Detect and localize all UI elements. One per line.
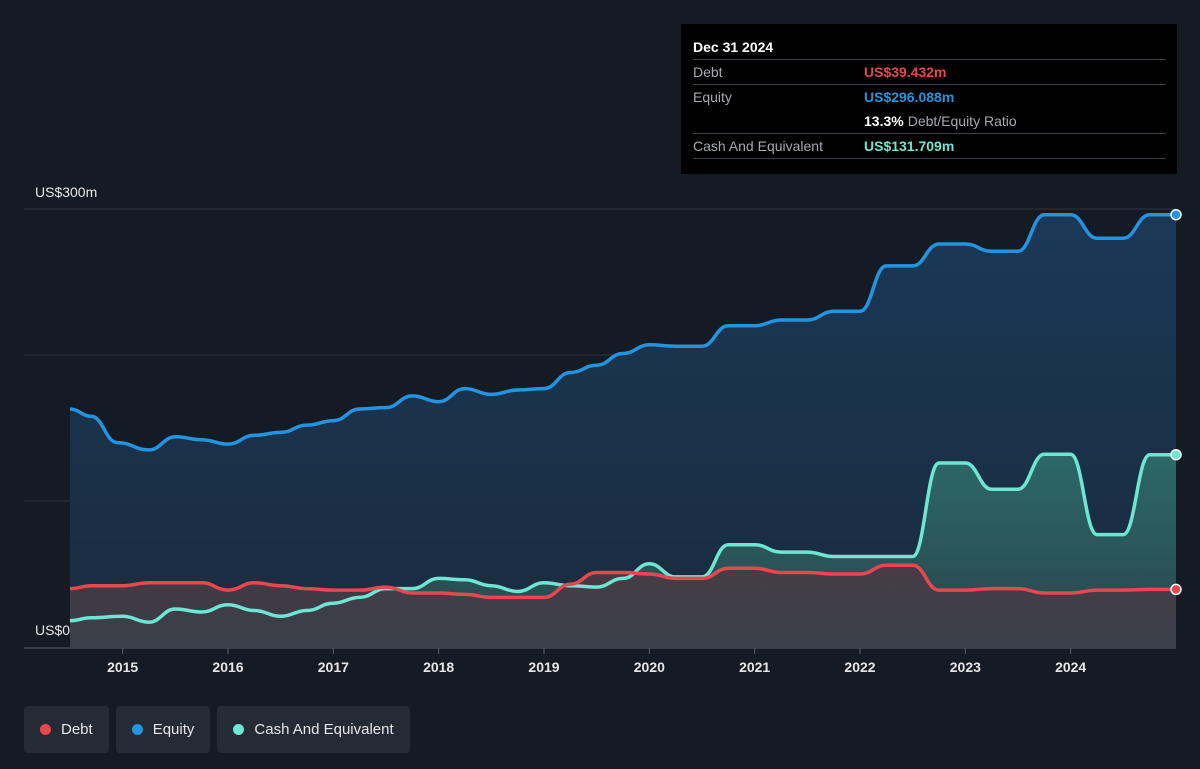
tooltip-row-cash: Cash And Equivalent US$131.709m	[693, 133, 1166, 159]
tooltip-cash-value: US$131.709m	[864, 138, 955, 154]
tooltip-equity-key: Equity	[693, 89, 732, 105]
legend-item-equity[interactable]: Equity	[115, 706, 211, 753]
series-lines	[69, 212, 1177, 624]
tooltip-row-equity: Equity US$296.088m	[693, 84, 1166, 109]
end-marker-debt	[1170, 583, 1182, 596]
end-marker-equity	[1170, 208, 1182, 221]
x-axis: 2015 2016 2017 2018 2019 2020 2021 2022 2023 2024	[24, 647, 1176, 675]
tooltip-row-debt: Debt US$39.432m	[693, 59, 1166, 84]
area-debt	[70, 565, 1176, 647]
x-tick-label-2021: 2021	[739, 659, 770, 675]
series-areas	[70, 214, 1176, 647]
legend-label-cash: Cash And Equivalent	[254, 721, 394, 738]
tooltip-equity-value: US$296.088m	[864, 89, 955, 105]
tooltip-debt-key: Debt	[693, 64, 723, 80]
line-debt	[69, 563, 1176, 600]
x-tick-label-2020: 2020	[634, 659, 665, 675]
x-tick-label-2018: 2018	[423, 659, 454, 675]
data-tooltip: Dec 31 2024 Debt US$39.432m Equity US$29…	[681, 24, 1177, 174]
tooltip-date: Dec 31 2024	[693, 39, 774, 55]
tooltip-row-ratio: 13.3% Debt/Equity Ratio	[693, 109, 1166, 133]
legend-dot-debt	[40, 724, 51, 735]
line-equity	[69, 212, 1177, 452]
y-axis-top-label: US$300m	[35, 184, 97, 200]
x-tick-label-2023: 2023	[950, 659, 981, 675]
x-tick-label-2017: 2017	[318, 659, 349, 675]
tooltip-cash-key: Cash And Equivalent	[693, 138, 823, 154]
tooltip-ratio-label: Debt/Equity Ratio	[907, 113, 1017, 129]
x-tick-label-2022: 2022	[844, 659, 875, 675]
area-equity	[70, 214, 1176, 647]
y-axis-bottom-label: US$0	[35, 622, 70, 638]
legend-dot-equity	[131, 724, 143, 735]
x-tick-label-2024: 2024	[1055, 659, 1086, 675]
x-tick-label-2019: 2019	[528, 659, 559, 675]
legend-label-debt: Debt	[61, 721, 93, 738]
tooltip-ratio-value: 13.3%	[864, 113, 904, 129]
legend-label-equity: Equity	[152, 721, 195, 738]
x-tick-label-2016: 2016	[212, 659, 243, 675]
legend-dot-cash	[233, 724, 245, 735]
tooltip-debt-value: US$39.432m	[864, 64, 947, 80]
x-tick-label-2015: 2015	[107, 659, 138, 675]
chart-svg: 2015 2016 2017 2018 2019 2020 2021 2022 2023 2024…	[24, 184, 1182, 675]
end-marker-cash-and-equivalent	[1170, 448, 1182, 461]
legend-item-cash[interactable]: Cash And Equivalent	[217, 706, 410, 753]
chart-legend: Debt Equity Cash And Equivalent	[24, 706, 410, 753]
legend-item-debt[interactable]: Debt	[24, 706, 109, 753]
series-end-markers	[1170, 208, 1182, 596]
